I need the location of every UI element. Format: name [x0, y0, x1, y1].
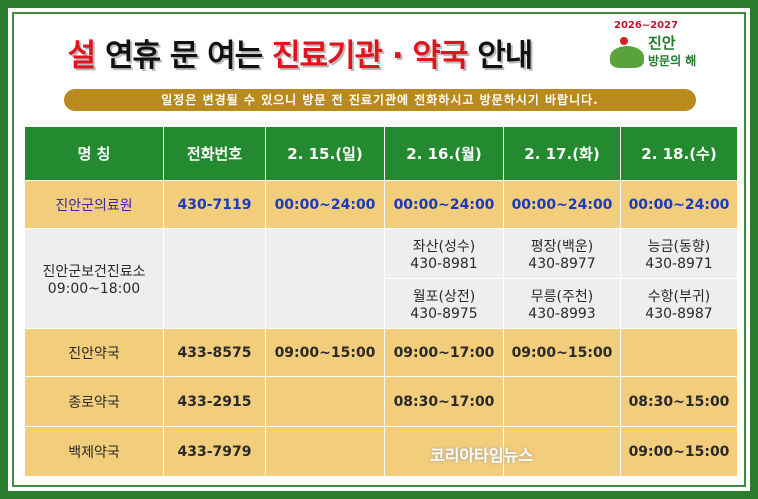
table-row: 종로약국 433-2915 08:30~17:00 08:30~15:00 [24, 376, 738, 427]
table-row: 진안군의료원 430-7119 00:00~24:00 00:00~24:00 00:0… [24, 180, 738, 229]
table-row: 진안군보건진료소 09:00~18:00 좌산(성수) 430-8981 평장(백운… [24, 228, 738, 329]
schedule-table: 명 칭 전화번호 2. 15.(일) 2. 16.(월) 2. 17.(화) 2. 18.… [24, 126, 738, 477]
sun-icon [620, 37, 628, 45]
hill-icon [610, 46, 644, 68]
notice-banner: 일정은 변경될 수 있으니 방문 전 진료기관에 전화하시고 방문하시기 바랍니… [64, 89, 696, 111]
table-row: 진안약국 433-8575 09:00~15:00 09:00~17:00 09:00~… [24, 328, 738, 377]
table-header: 명 칭 전화번호 2. 15.(일) 2. 16.(월) 2. 17.(화) 2. 18.… [24, 126, 738, 181]
visit-year-logo: 2026~2027 진안 방문의 해 [606, 20, 706, 80]
table-row: 월포(상전) 430-8975 무릉(주천) 430-8993 수항(부귀) 430-… [25, 278, 738, 329]
watermark: 코리아타임뉴스 [430, 446, 534, 465]
page-title: 설 연휴 문 여는 진료기관 · 약국 안내 [67, 38, 534, 74]
table-row: 백제약국 433-7979 09:00~15:00 [24, 426, 738, 477]
